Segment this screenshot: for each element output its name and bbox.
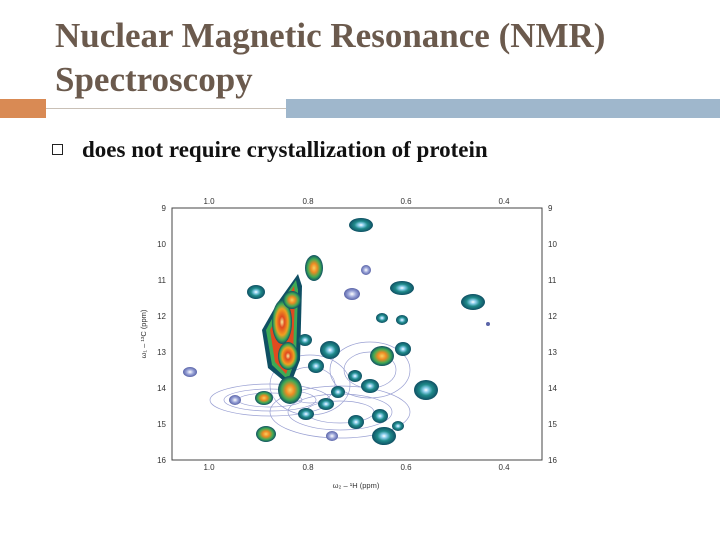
y-tick-left-10: 10 — [157, 240, 166, 249]
x-tick-top-0.4: 0.4 — [498, 197, 510, 206]
slide-title-line2: Spectroscopy — [55, 60, 253, 99]
nmr-peaks — [183, 218, 490, 445]
y-tick-left-11: 11 — [158, 276, 167, 285]
x-tick-bottom-0.4: 0.4 — [498, 463, 510, 472]
y-tick-left-15: 15 — [157, 420, 166, 429]
bullet-square-icon — [52, 144, 63, 155]
y-tick-right-16: 16 — [548, 456, 557, 465]
x-tick-top-0.8: 0.8 — [302, 197, 314, 206]
y-tick-left-9: 9 — [162, 204, 167, 213]
title-accent-bar-right — [286, 99, 720, 118]
bullet-text: does not require crystallization of prot… — [82, 137, 488, 162]
x-tick-top-1.0: 1.0 — [203, 197, 215, 206]
y-tick-right-11: 11 — [548, 276, 557, 285]
nmr-spectrum-figure: 1.0 0.8 0.6 0.4 1.0 0.8 0.6 0.4 9 10 11 … — [139, 197, 557, 490]
x-axis-label: ω₂ – ¹H (ppm) — [333, 481, 380, 490]
x-tick-bottom-0.6: 0.6 — [400, 463, 412, 472]
y-tick-right-14: 14 — [548, 384, 557, 393]
y-tick-left-16: 16 — [157, 456, 166, 465]
y-tick-right-15: 15 — [548, 420, 557, 429]
title-accent-bar-left — [0, 99, 46, 118]
title-underline — [46, 108, 286, 109]
x-tick-top-0.6: 0.6 — [400, 197, 412, 206]
y-tick-right-13: 13 — [548, 348, 557, 357]
slide-title-line1: Nuclear Magnetic Resonance (NMR) — [55, 16, 606, 55]
y-tick-left-14: 14 — [157, 384, 166, 393]
y-tick-right-10: 10 — [548, 240, 557, 249]
x-tick-bottom-0.8: 0.8 — [302, 463, 314, 472]
y-tick-left-12: 12 — [157, 312, 166, 321]
slide-title: Nuclear Magnetic Resonance (NMR) Spectro… — [55, 14, 705, 102]
y-tick-right-12: 12 — [548, 312, 557, 321]
y-tick-left-13: 13 — [157, 348, 166, 357]
x-tick-bottom-1.0: 1.0 — [203, 463, 215, 472]
y-tick-right-9: 9 — [548, 204, 553, 213]
y-axis-label: ω₁ – ¹³C (ppm) — [139, 309, 148, 358]
